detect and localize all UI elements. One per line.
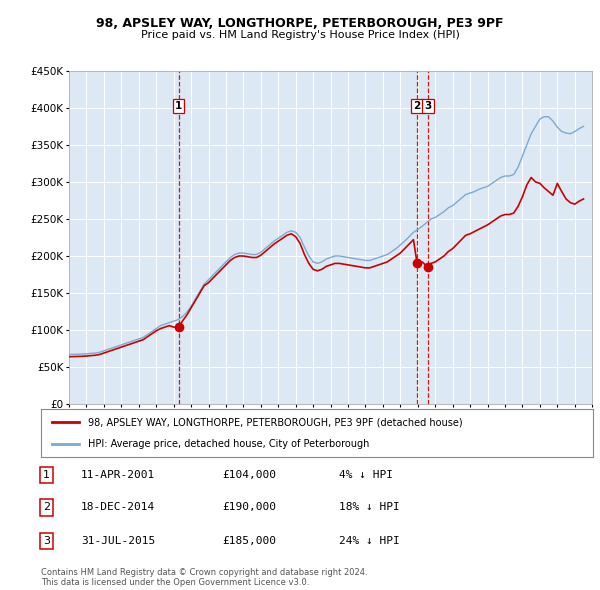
Text: Price paid vs. HM Land Registry's House Price Index (HPI): Price paid vs. HM Land Registry's House … xyxy=(140,30,460,40)
Text: 31-JUL-2015: 31-JUL-2015 xyxy=(81,536,155,546)
Text: 3: 3 xyxy=(424,101,431,111)
Text: 24% ↓ HPI: 24% ↓ HPI xyxy=(339,536,400,546)
Text: £104,000: £104,000 xyxy=(222,470,276,480)
Text: 3: 3 xyxy=(43,536,50,546)
Text: 98, APSLEY WAY, LONGTHORPE, PETERBOROUGH, PE3 9PF (detached house): 98, APSLEY WAY, LONGTHORPE, PETERBOROUGH… xyxy=(88,417,463,427)
Text: 18-DEC-2014: 18-DEC-2014 xyxy=(81,503,155,512)
Text: 18% ↓ HPI: 18% ↓ HPI xyxy=(339,503,400,512)
Text: £185,000: £185,000 xyxy=(222,536,276,546)
Text: 1: 1 xyxy=(175,101,182,111)
Text: £190,000: £190,000 xyxy=(222,503,276,512)
Text: HPI: Average price, detached house, City of Peterborough: HPI: Average price, detached house, City… xyxy=(88,439,369,449)
Text: 1: 1 xyxy=(43,470,50,480)
Text: 4% ↓ HPI: 4% ↓ HPI xyxy=(339,470,393,480)
Text: 2: 2 xyxy=(413,101,421,111)
Text: 2: 2 xyxy=(43,503,50,512)
Text: Contains HM Land Registry data © Crown copyright and database right 2024.
This d: Contains HM Land Registry data © Crown c… xyxy=(41,568,367,587)
Text: 98, APSLEY WAY, LONGTHORPE, PETERBOROUGH, PE3 9PF: 98, APSLEY WAY, LONGTHORPE, PETERBOROUGH… xyxy=(96,17,504,30)
Text: 11-APR-2001: 11-APR-2001 xyxy=(81,470,155,480)
